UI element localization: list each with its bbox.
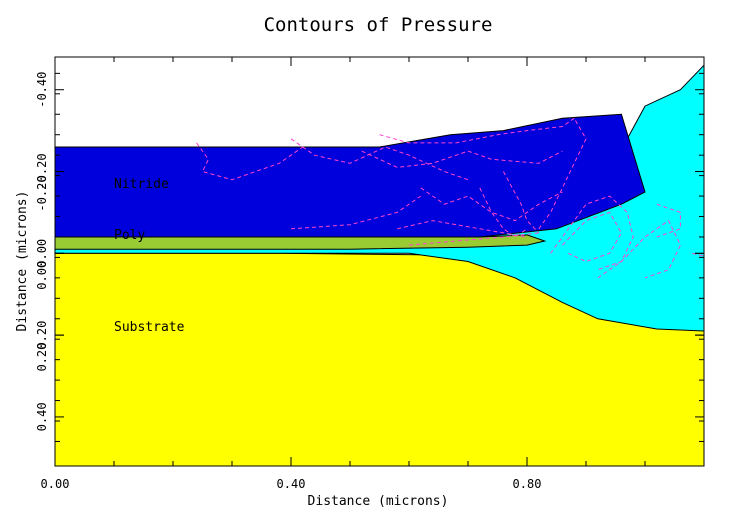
contour-line (361, 150, 563, 168)
y-axis-label: Distance (microns) (15, 191, 30, 332)
y-tick-label: 0.20 (35, 343, 49, 372)
x-axis-label: Distance (microns) (308, 494, 449, 509)
contour-line (550, 195, 634, 271)
contour-line (397, 220, 528, 238)
y-tick-label: 0.00 (35, 261, 49, 290)
contour-line (408, 232, 539, 246)
contour-line (562, 211, 622, 263)
y-tick-label: 0.00 (35, 239, 49, 268)
contour-line (420, 187, 563, 222)
region-nitride (55, 113, 646, 238)
y-tick-label: 0.40 (35, 402, 49, 431)
contour-line (538, 118, 587, 230)
x-tick-label: 0.40 (277, 477, 306, 491)
region-poly (55, 234, 547, 250)
contour-line (196, 142, 304, 181)
x-tick-label: 0.00 (41, 477, 70, 491)
contour-line (479, 187, 528, 238)
y-tick-label: -0.20 (35, 175, 49, 211)
y-tick-label: -0.40 (35, 72, 49, 108)
contour-line (290, 195, 422, 230)
contour-line (379, 117, 575, 144)
y-tick-label: -0.20 (35, 153, 49, 189)
contour-line (502, 171, 540, 234)
axis-ticks: 0.000.400.801.20-0.40-0.20-0.200.000.000… (35, 57, 705, 491)
region-label-poly: Poly (114, 228, 145, 243)
contour-line (290, 138, 469, 181)
region-label-nitride: Nitride (114, 177, 169, 192)
region-labels: NitridePolyOxideSubstrate (114, 177, 185, 335)
regions-layer (55, 57, 704, 466)
region-label-substrate: Substrate (114, 320, 185, 335)
contour-line (597, 219, 681, 279)
chart-title: Contours of Pressure (264, 14, 493, 36)
contours-layer (196, 117, 704, 303)
x-tick-label: 0.80 (513, 477, 542, 491)
plot-frame (54, 56, 705, 467)
y-tick-label: 0.20 (35, 321, 49, 350)
